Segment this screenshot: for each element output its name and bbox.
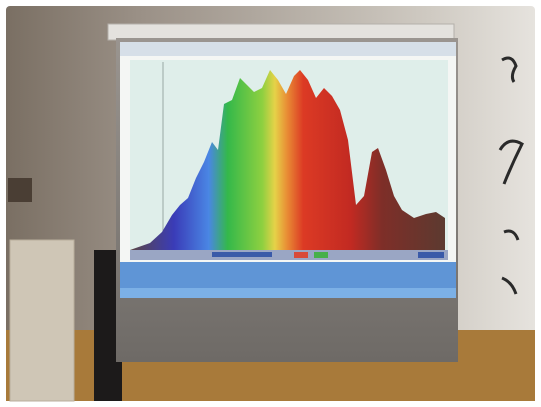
door — [10, 240, 74, 401]
window-toolbar — [120, 42, 456, 56]
taskbar-strip — [120, 288, 456, 298]
color-strip — [130, 250, 448, 260]
wall-fixture — [8, 178, 32, 202]
control — [212, 252, 272, 257]
control — [314, 252, 328, 258]
screen-housing — [108, 24, 454, 40]
control — [418, 252, 444, 258]
control — [294, 252, 308, 258]
